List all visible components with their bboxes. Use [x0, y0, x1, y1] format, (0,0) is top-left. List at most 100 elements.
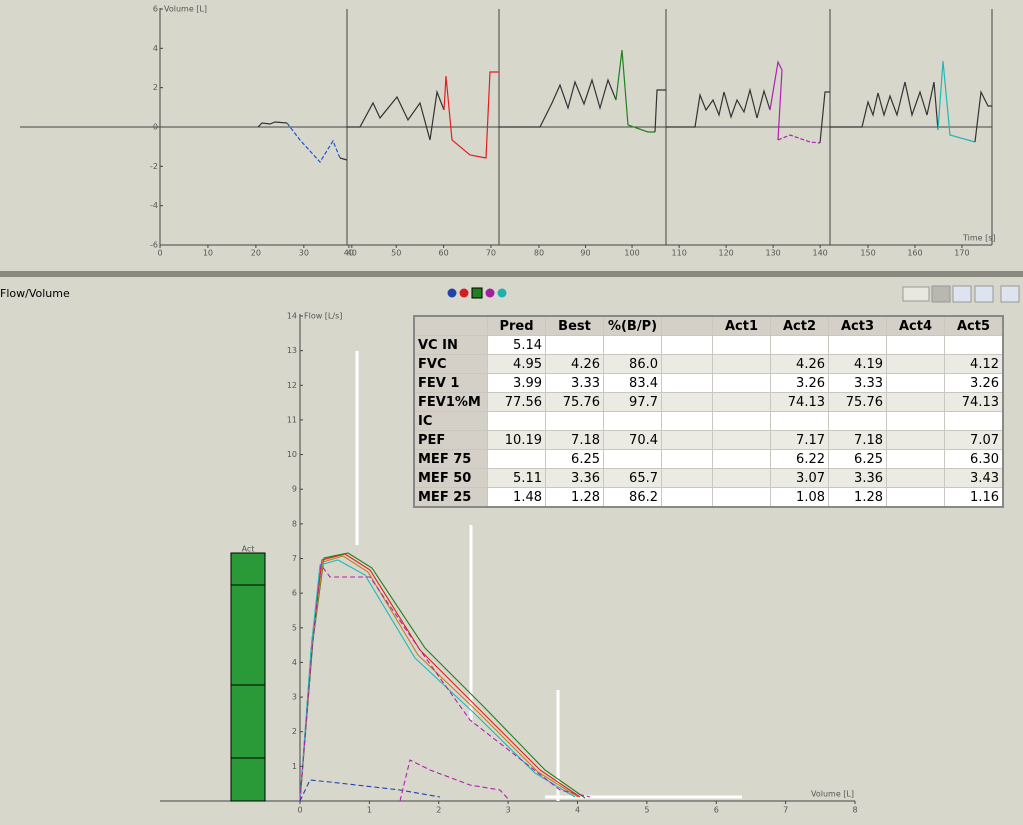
- column-header: Pred: [487, 315, 546, 336]
- button[interactable]: [974, 285, 994, 303]
- cell: 4.95: [487, 354, 546, 374]
- column-header: Act4: [886, 315, 945, 336]
- cell: 6.25: [545, 449, 604, 469]
- row-label: MEF 50: [413, 468, 488, 488]
- cell: 1.16: [944, 487, 1004, 508]
- column-header: Best: [545, 315, 604, 336]
- cell: 7.18: [545, 430, 604, 450]
- toolbar[interactable]: [902, 285, 1020, 303]
- cell: 5.11: [487, 468, 546, 488]
- x-tick-label: 100: [624, 249, 639, 258]
- selector[interactable]: [485, 288, 495, 298]
- x-axis-label: Time [s]: [962, 234, 996, 243]
- column-header: Act3: [828, 315, 887, 336]
- y-tick-label: 2: [292, 727, 297, 736]
- column-header: Act5: [944, 315, 1004, 336]
- y-tick-label: 2: [153, 83, 158, 92]
- cell: 86.0: [603, 354, 662, 374]
- row-label: MEF 25: [413, 487, 488, 508]
- cell: [545, 411, 604, 431]
- cell: [712, 335, 771, 355]
- cell: [712, 468, 771, 488]
- cell: 65.7: [603, 468, 662, 488]
- cell: 3.33: [545, 373, 604, 393]
- cell: 3.26: [944, 373, 1004, 393]
- row: MEF 50 5.11 3.36 65.7 3.07 3.36 3.43: [413, 468, 1004, 488]
- flow-curves: [299, 552, 591, 802]
- cell: [487, 411, 546, 431]
- button[interactable]: [902, 286, 930, 302]
- y-tick-label: 5: [292, 623, 297, 632]
- cell: [886, 373, 945, 393]
- cell: 3.99: [487, 373, 546, 393]
- selector[interactable]: [471, 287, 483, 299]
- row-label: FEV 1: [413, 373, 488, 393]
- cell: 77.56: [487, 392, 546, 412]
- cell: 4.19: [828, 354, 887, 374]
- x-tick-label: 7: [783, 806, 788, 815]
- row: IC: [413, 411, 1004, 431]
- cell: [712, 373, 771, 393]
- y-tick-label: 13: [287, 346, 297, 355]
- row: FEV1%M 77.56 75.76 97.7 74.13 75.76 74.13: [413, 392, 1004, 412]
- y-tick-label: 10: [287, 450, 297, 459]
- x-tick-label: 30: [299, 249, 309, 258]
- x-tick-label: 140: [812, 249, 827, 258]
- x-tick-label: 1: [367, 806, 372, 815]
- x-tick-label: 110: [672, 249, 687, 258]
- cell: [712, 430, 771, 450]
- cell: 1.28: [545, 487, 604, 508]
- panel-title: Flow/Volume: [0, 287, 70, 300]
- y-tick-label: 1: [292, 762, 297, 771]
- y-tick-label: 9: [292, 485, 297, 494]
- y-tick-label: -4: [150, 201, 158, 210]
- row-label: IC: [413, 411, 488, 431]
- results-table: Pred Best %(B/P) Act1 Act2 Act3 Act4 Act5 VC IN 5…: [413, 315, 1004, 508]
- y-axis-label: Volume [L]: [164, 5, 207, 14]
- cell: [886, 430, 945, 450]
- y-tick-label: 11: [287, 415, 297, 424]
- cell: [944, 335, 1004, 355]
- y-tick-label: 7: [292, 554, 297, 563]
- cell: 1.28: [828, 487, 887, 508]
- curve-selectors[interactable]: [447, 287, 507, 299]
- cell: [603, 411, 662, 431]
- cell: [886, 449, 945, 469]
- cell: 10.19: [487, 430, 546, 450]
- selector[interactable]: [447, 288, 457, 298]
- x-tick-label: 80: [534, 249, 544, 258]
- y-tick-label: 6: [153, 5, 158, 14]
- row: MEF 25 1.48 1.28 86.2 1.08 1.28 1.16: [413, 487, 1004, 508]
- cell: 3.26: [770, 373, 829, 393]
- cell: 74.13: [944, 392, 1004, 412]
- cell: 4.26: [770, 354, 829, 374]
- cell: 5.14: [487, 335, 546, 355]
- cell: 83.4: [603, 373, 662, 393]
- x-tick-label: 150: [860, 249, 875, 258]
- x-tick-label: 8: [852, 806, 857, 815]
- y-tick-label: 12: [287, 381, 297, 390]
- gap: [661, 430, 713, 450]
- cell: [603, 335, 662, 355]
- cell: [886, 392, 945, 412]
- cell: 3.07: [770, 468, 829, 488]
- gap: [661, 411, 713, 431]
- selector[interactable]: [497, 288, 507, 298]
- y-tick-label: 6: [292, 589, 297, 598]
- button[interactable]: [931, 285, 951, 303]
- selector[interactable]: [459, 288, 469, 298]
- x-tick-label: 20: [251, 249, 261, 258]
- y-tick-label: 14: [287, 312, 297, 321]
- button[interactable]: [1000, 285, 1020, 303]
- cell: 1.48: [487, 487, 546, 508]
- column-header: %(B/P): [603, 315, 662, 336]
- button[interactable]: [952, 285, 972, 303]
- x-tick-label: 5: [644, 806, 649, 815]
- gap: [661, 354, 713, 374]
- gap: [661, 449, 713, 469]
- column-header: Act1: [712, 315, 771, 336]
- cell: 75.76: [545, 392, 604, 412]
- cell: [886, 487, 945, 508]
